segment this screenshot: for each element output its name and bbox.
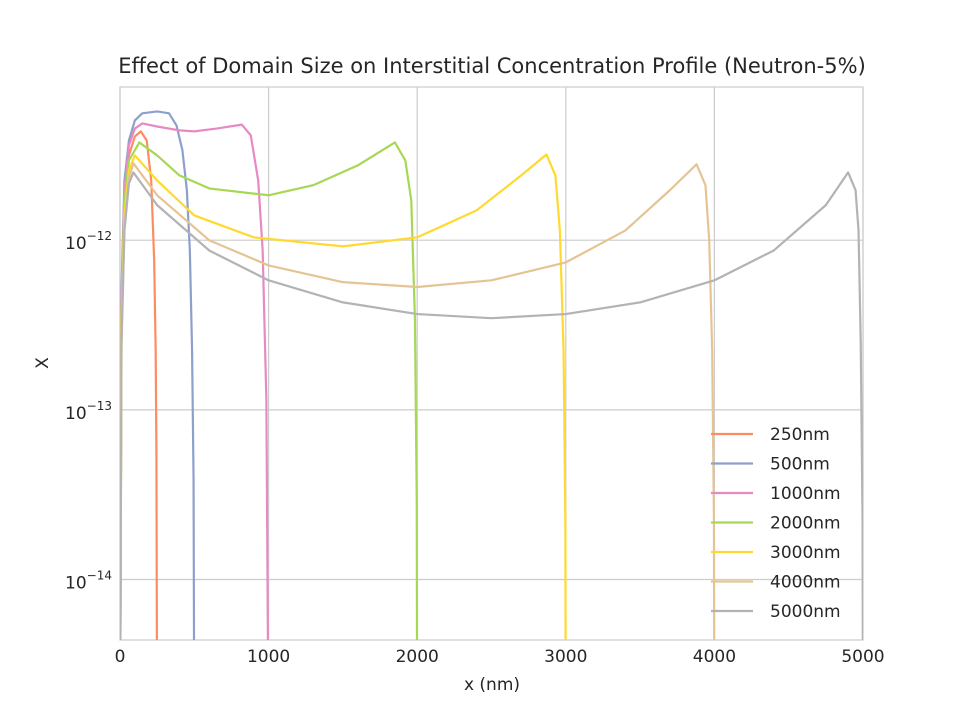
y-tick-label: 10−12: [65, 229, 112, 255]
series-line: [120, 162, 716, 640]
legend-label: 500nm: [770, 455, 830, 475]
y-tick-label: 10−13: [65, 398, 112, 424]
legend-label: 4000nm: [770, 573, 841, 593]
legend-label: 3000nm: [770, 543, 841, 563]
x-tick-label: 3000: [544, 647, 587, 667]
series-line: [120, 153, 567, 640]
y-tick-label: 10−14: [65, 568, 112, 594]
x-axis-label: x (nm): [464, 675, 520, 695]
x-tick-label: 1000: [247, 647, 290, 667]
legend-label: 2000nm: [770, 514, 841, 534]
x-tick-label: 4000: [693, 647, 736, 667]
legend-label: 5000nm: [770, 602, 841, 622]
x-tick-label: 2000: [396, 647, 439, 667]
series-line: [120, 171, 863, 640]
plot-frame: [119, 86, 864, 641]
legend-label: 1000nm: [770, 484, 841, 504]
chart-title: Effect of Domain Size on Interstitial Co…: [118, 54, 866, 78]
x-tick-label: 0: [115, 647, 126, 667]
y-axis-label: X: [33, 357, 53, 369]
x-tick-label: 5000: [841, 647, 884, 667]
legend-label: 250nm: [770, 425, 830, 445]
series-line: [120, 122, 270, 640]
series-line: [120, 141, 419, 640]
